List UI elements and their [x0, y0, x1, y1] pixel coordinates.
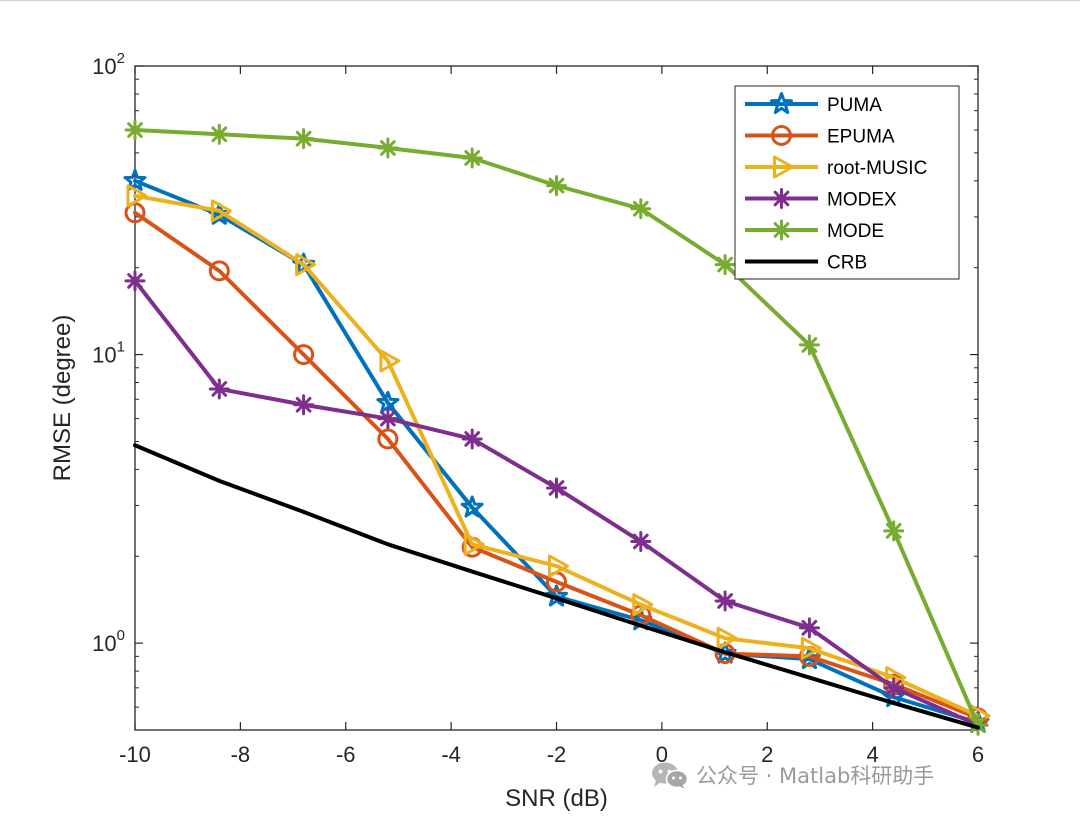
- mode-point: [798, 334, 820, 356]
- root-music-point: [885, 666, 907, 690]
- legend-marker-puma: [770, 92, 793, 114]
- legend-label-crb: CRB: [827, 253, 867, 274]
- legend-entry-puma: PUMA: [745, 92, 882, 116]
- puma-point: [376, 390, 400, 413]
- wechat-icon: [652, 762, 689, 789]
- x-tick-label: -2: [547, 742, 567, 767]
- mode-point: [377, 137, 399, 159]
- puma-point: [123, 168, 147, 191]
- mode-point: [546, 175, 567, 197]
- mode-point: [883, 520, 905, 542]
- crb-line: [133, 443, 980, 730]
- root-music-point: [210, 199, 232, 223]
- mode-point: [208, 123, 230, 145]
- modex-point: [461, 428, 483, 450]
- root-music-point: [126, 184, 148, 208]
- legend-entry-modex: MODEX: [745, 188, 897, 211]
- root-music-point: [632, 593, 654, 617]
- x-axis-label: SNR (dB): [505, 785, 608, 812]
- x-tick-label: 2: [761, 742, 773, 767]
- top-divider: [0, 0, 1080, 1]
- x-tick-label: -8: [231, 742, 251, 767]
- y-tick-label: 101: [92, 339, 125, 368]
- legend-label-mode: MODE: [827, 221, 884, 242]
- mode-point: [461, 147, 483, 169]
- x-tick-label: 6: [972, 742, 984, 767]
- series-modex: [124, 270, 989, 736]
- puma-point: [545, 584, 568, 607]
- y-tick-label: 100: [92, 627, 125, 656]
- legend-entry-crb: CRB: [745, 253, 867, 274]
- watermark: 公众号 · Matlab科研助手: [650, 760, 934, 790]
- series-group: [123, 119, 991, 736]
- modex-point: [208, 378, 230, 400]
- mode-point: [967, 714, 989, 736]
- root-music-point: [463, 532, 485, 556]
- legend-marker-root-music: [773, 155, 794, 179]
- modex-point: [377, 408, 399, 430]
- y-tick-label: 102: [92, 50, 125, 79]
- legend-label-root-music: root-MUSIC: [827, 158, 927, 179]
- root-music-point: [800, 636, 822, 660]
- epuma-point: [377, 428, 399, 450]
- axis-ticks: [134, 65, 979, 731]
- epuma-point: [293, 344, 315, 366]
- watermark-text: 公众号 · Matlab科研助手: [696, 764, 935, 788]
- legend: PUMA EPUMA root-MUSIC MODEX MODE CRB: [734, 85, 960, 280]
- y-axis-label: RMSE (degree): [49, 315, 76, 482]
- root-music-point: [969, 704, 991, 728]
- legend-entry-root-music: root-MUSIC: [745, 155, 927, 179]
- legend-label-modex: MODEX: [827, 190, 897, 211]
- axis-tick-labels: -10 -8 -6 -4 -2 0 2 4 6 100 101 102: [92, 50, 984, 767]
- series-crb: [133, 443, 980, 730]
- legend-entry-mode: MODE: [745, 219, 884, 242]
- legend-marker-mode: [771, 219, 792, 241]
- modex-point: [798, 617, 820, 639]
- root-music-point: [379, 349, 401, 373]
- x-tick-label: -6: [336, 742, 356, 767]
- x-tick-label: 0: [656, 742, 668, 767]
- x-tick-label: 4: [867, 742, 879, 767]
- mode-point: [630, 198, 652, 220]
- legend-label-epuma: EPUMA: [827, 127, 895, 148]
- modex-point: [714, 590, 736, 612]
- legend-marker-epuma: [771, 125, 792, 146]
- series-mode: [124, 119, 989, 736]
- puma-point: [460, 495, 484, 518]
- mode-point: [124, 119, 146, 141]
- modex-point: [883, 677, 905, 699]
- root-music-point: [295, 253, 317, 277]
- legend-entry-epuma: EPUMA: [745, 125, 895, 148]
- root-music-line: [133, 193, 980, 718]
- epuma-point: [208, 260, 230, 282]
- root-music-point: [716, 626, 738, 650]
- modex-point: [293, 394, 315, 416]
- epuma-point: [124, 202, 146, 224]
- x-tick-label: -10: [119, 742, 151, 767]
- root-music-point: [548, 554, 569, 578]
- legend-marker-modex: [771, 188, 792, 209]
- series-root-music: [126, 184, 991, 728]
- modex-point: [630, 531, 652, 552]
- legend-box: [734, 85, 960, 280]
- modex-point: [546, 477, 567, 499]
- modex-point: [124, 270, 146, 292]
- mode-point: [293, 128, 315, 150]
- epuma-line: [133, 210, 980, 721]
- legend-label-puma: PUMA: [827, 95, 882, 116]
- mode-point: [714, 254, 736, 276]
- x-tick-label: -4: [441, 742, 461, 767]
